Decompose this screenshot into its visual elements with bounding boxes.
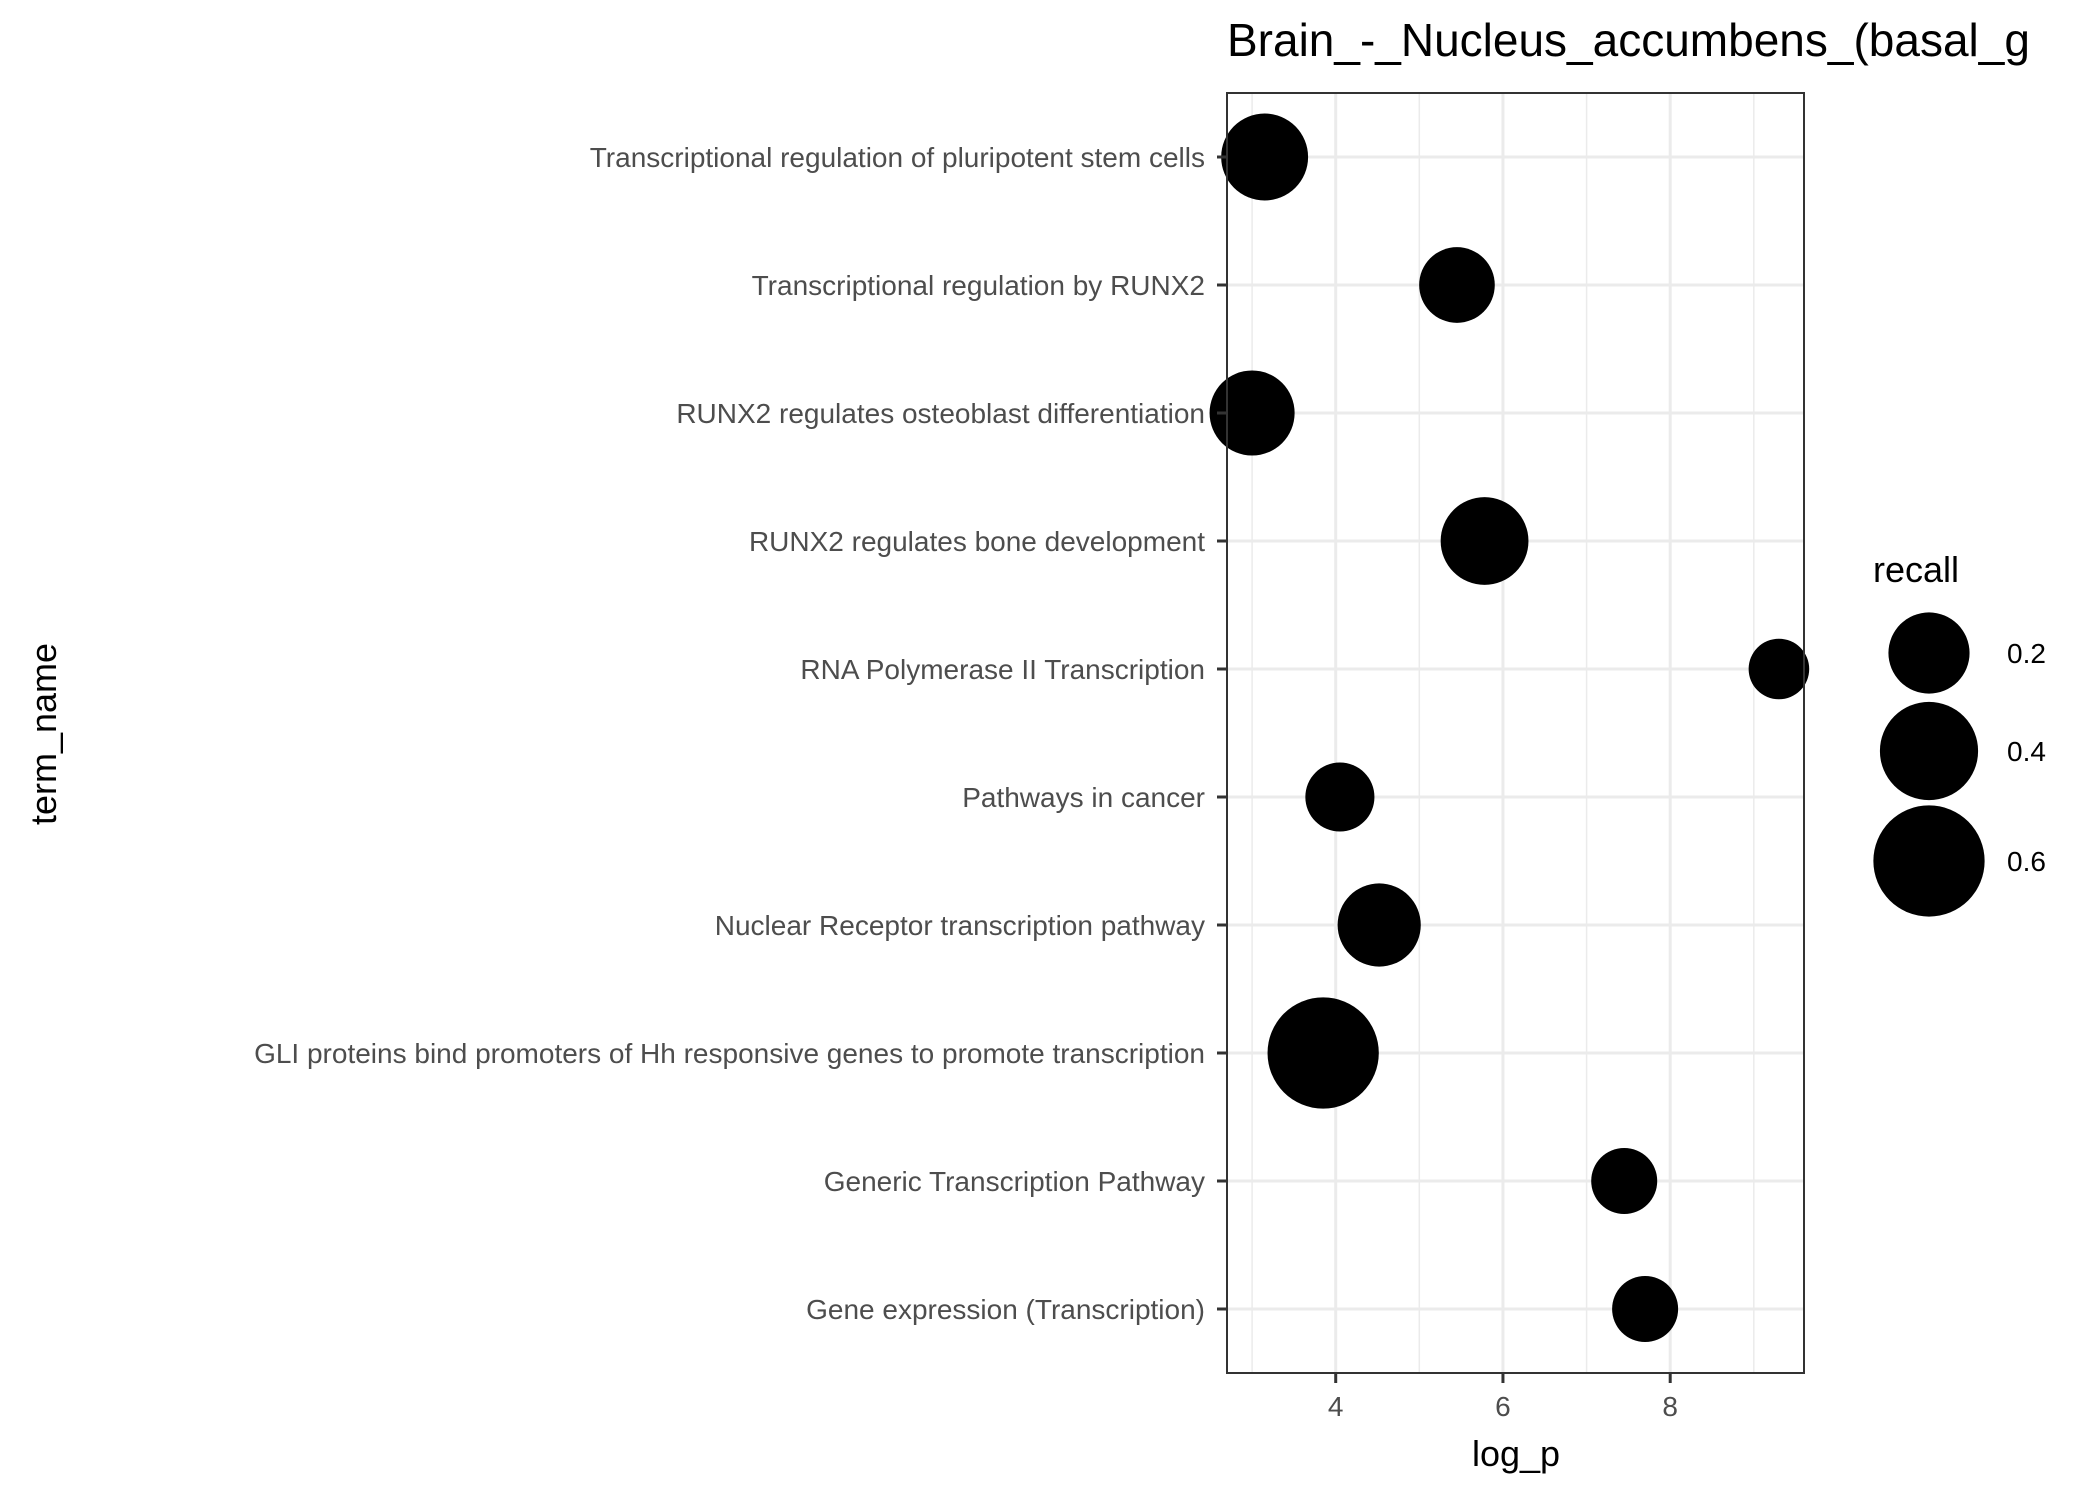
chart-title: Brain_-_Nucleus_accumbens_(basal_g: [1227, 14, 2030, 66]
x-axis: 4 6 8: [1328, 1373, 1678, 1422]
data-point: [1591, 1147, 1658, 1215]
y-tick-label: Nuclear Receptor transcription pathway: [715, 910, 1205, 941]
y-tick-label: Gene expression (Transcription): [806, 1294, 1205, 1325]
plot-panel: [1209, 92, 1810, 1374]
data-point: [1612, 1275, 1679, 1343]
x-tick-label: 6: [1495, 1391, 1511, 1422]
data-point: [1267, 997, 1379, 1109]
x-axis-title: log_p: [1472, 1433, 1560, 1474]
legend-title: recall: [1873, 549, 1959, 590]
size-legend: recall 0.2 0.4 0.6: [1873, 549, 2046, 917]
y-tick-label: Transcriptional regulation of pluripoten…: [590, 142, 1205, 173]
legend-key: [1879, 701, 1979, 801]
y-tick-label: Transcriptional regulation by RUNX2: [752, 270, 1205, 301]
y-tick-label: RNA Polymerase II Transcription: [800, 654, 1205, 685]
x-tick-label: 4: [1328, 1391, 1344, 1422]
y-tick-label: Pathways in cancer: [962, 782, 1205, 813]
data-point: [1337, 883, 1421, 967]
plot-background: [1227, 93, 1804, 1373]
y-tick-label: Generic Transcription Pathway: [824, 1166, 1205, 1197]
legend-label: 0.6: [2007, 846, 2046, 877]
y-tick-label: RUNX2 regulates bone development: [749, 526, 1205, 557]
data-point: [1419, 247, 1495, 323]
x-tick-label: 8: [1662, 1391, 1678, 1422]
data-point: [1748, 638, 1810, 700]
legend-label: 0.4: [2007, 736, 2046, 767]
legend-key: [1888, 612, 1970, 694]
legend-label: 0.2: [2007, 638, 2046, 669]
data-point: [1209, 370, 1295, 456]
y-axis: Transcriptional regulation of pluripoten…: [254, 142, 1227, 1325]
plot-border: [1226, 92, 1805, 1374]
y-axis-title: term_name: [23, 643, 64, 825]
data-point: [1440, 497, 1529, 585]
data-point: [1305, 762, 1375, 832]
data-point: [1221, 113, 1309, 201]
y-tick-label: RUNX2 regulates osteoblast differentiati…: [676, 398, 1205, 429]
y-tick-label: GLI proteins bind promoters of Hh respon…: [254, 1038, 1205, 1069]
legend-key: [1873, 805, 1985, 917]
